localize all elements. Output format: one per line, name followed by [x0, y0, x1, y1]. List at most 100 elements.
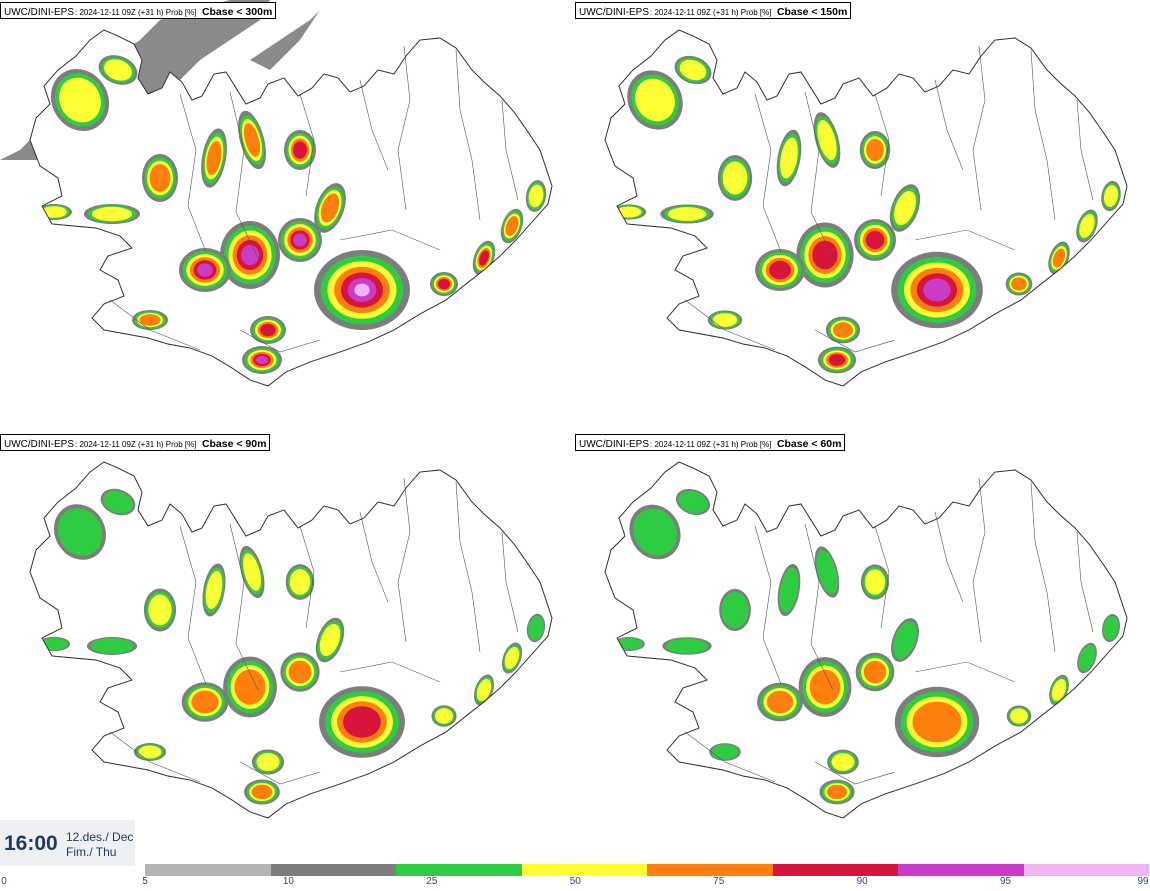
probability-contour — [434, 708, 454, 724]
colorbar-tick-label: 99 — [1137, 876, 1149, 887]
probability-contour — [616, 206, 642, 218]
probability-area — [889, 184, 921, 232]
model-name: UWC/DINI-EPS — [4, 439, 74, 450]
region-boundary — [804, 523, 834, 691]
probability-area — [1006, 705, 1032, 727]
probability-contour — [833, 322, 853, 338]
probability-contour — [343, 706, 381, 738]
colorbar-segment — [898, 864, 1024, 876]
region-boundary — [229, 91, 259, 259]
probability-area — [319, 686, 405, 758]
colorbar-tick-label: 25 — [426, 876, 438, 887]
colorbar-tick-label: 95 — [1000, 876, 1012, 887]
probability-area — [814, 546, 840, 598]
probability-area — [50, 68, 110, 132]
region-boundary — [501, 531, 519, 633]
probability-contour — [504, 646, 520, 670]
probability-contour — [678, 490, 708, 514]
valid-weekday: Fim./ Thu — [66, 845, 117, 859]
panel-header: UWC/DINI-EPS: 2024-12-11 09Z (+31 h) Pro… — [575, 2, 852, 19]
region-boundary — [179, 93, 207, 253]
map-panel-cbase-90m: UWC/DINI-EPS: 2024-12-11 09Z (+31 h) Pro… — [0, 432, 575, 862]
probability-area — [777, 563, 801, 617]
probability-area — [629, 504, 681, 560]
probability-area — [143, 588, 177, 632]
region-boundary — [754, 93, 782, 253]
coastline-outline — [29, 29, 553, 387]
panel-header: UWC/DINI-EPS: 2024-12-11 09Z (+31 h) Pro… — [0, 434, 271, 451]
region-boundary — [359, 511, 389, 603]
probability-contour — [241, 244, 259, 266]
map-canvas — [604, 461, 1128, 819]
model-name: UWC/DINI-EPS — [4, 7, 74, 18]
probability-area — [719, 588, 751, 632]
map-panel-cbase-150m: UWC/DINI-EPS: 2024-12-11 09Z (+31 h) Pro… — [575, 0, 1150, 430]
probability-area — [675, 488, 711, 516]
probability-contour — [635, 78, 675, 122]
probability-area — [855, 652, 895, 692]
probability-contour — [711, 744, 739, 760]
probability-area — [819, 779, 855, 805]
region-boundary — [229, 523, 259, 691]
valid-time-box: 16:00 12.des./ Dec Fim./ Thu — [0, 820, 135, 866]
map-canvas — [604, 29, 1128, 387]
probability-area — [280, 652, 320, 692]
region-boundary — [299, 93, 315, 197]
probability-area — [674, 55, 712, 85]
probability-contour — [828, 354, 846, 366]
probability-contour — [528, 615, 544, 641]
field-label: Cbase < 60m — [776, 438, 842, 450]
probability-area — [813, 112, 841, 168]
colorbar-tick-label: 50 — [569, 876, 581, 887]
probability-contour — [40, 637, 68, 651]
probability-area — [817, 346, 857, 374]
probability-colorbar — [145, 864, 1149, 876]
probability-contour — [780, 137, 798, 179]
probability-contour — [206, 140, 222, 176]
panel-header: UWC/DINI-EPS: 2024-12-11 09Z (+31 h) Pro… — [575, 434, 846, 451]
probability-contour — [354, 283, 370, 297]
run-info: : 2024-12-11 09Z (+31 h) Prob [%] — [650, 440, 772, 449]
region-boundary — [972, 477, 986, 643]
probability-area — [314, 250, 410, 330]
probability-area — [220, 221, 280, 289]
field-label: Cbase < 90m — [201, 438, 267, 450]
probability-area — [314, 183, 346, 233]
probability-area — [179, 248, 231, 292]
probability-contour — [197, 263, 213, 277]
probability-field — [37, 488, 546, 805]
region-boundary — [684, 299, 776, 351]
probability-area — [859, 130, 891, 170]
colorbar-tick-label: 75 — [713, 876, 725, 887]
region-boundary — [359, 79, 389, 171]
colorbar-segment — [521, 864, 647, 876]
probability-contour — [234, 669, 266, 705]
probability-area — [827, 749, 859, 775]
probability-area — [1076, 209, 1098, 243]
probability-contour — [251, 784, 273, 800]
probability-contour — [293, 233, 307, 247]
coastline-outline — [604, 461, 1128, 819]
probability-area — [757, 682, 803, 722]
region-boundary — [179, 525, 207, 685]
probability-contour — [476, 678, 492, 702]
colorbar-tick-label: 5 — [142, 876, 148, 887]
colorbar-segment — [270, 864, 396, 876]
probability-field — [36, 55, 547, 374]
probability-area — [891, 618, 919, 662]
probability-contour — [41, 206, 67, 218]
probability-area — [202, 563, 226, 617]
probability-area — [660, 204, 714, 224]
probability-contour — [831, 753, 855, 771]
probability-area — [133, 743, 167, 761]
region-boundary — [914, 229, 1016, 251]
region-boundary — [455, 49, 481, 221]
region-boundary — [397, 45, 411, 211]
valid-date: 12.des./ Dec — [66, 830, 134, 844]
probability-area — [238, 110, 266, 170]
probability-area — [132, 310, 168, 330]
run-info: : 2024-12-11 09Z (+31 h) Prob [%] — [75, 8, 197, 17]
probability-area — [526, 613, 546, 643]
probability-area — [251, 749, 285, 775]
